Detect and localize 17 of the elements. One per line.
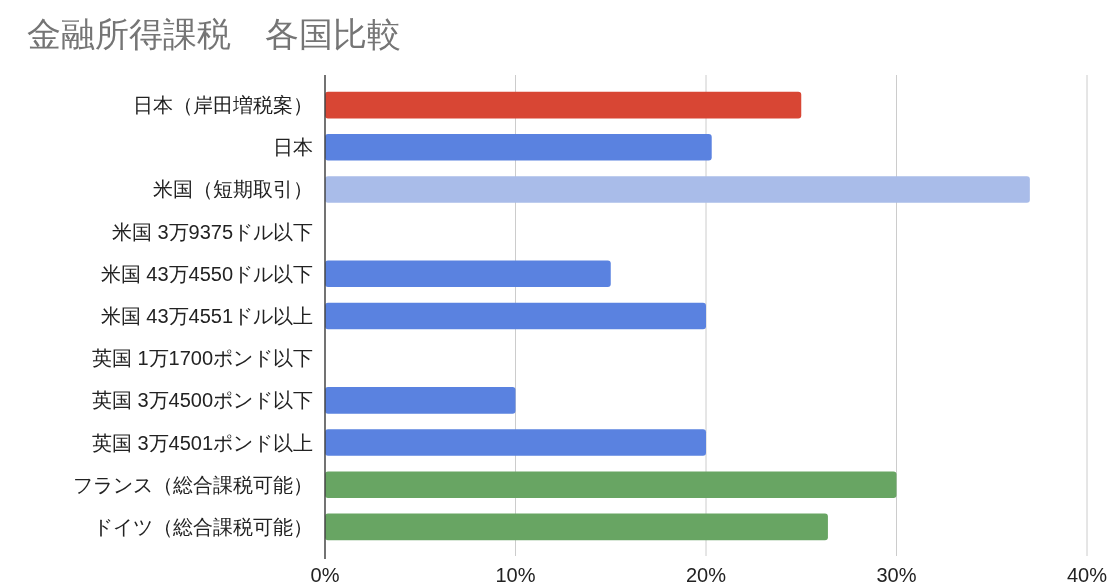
y-tick-label: 米国 3万9375ドル以下 [111, 220, 313, 243]
y-tick-label: 英国 3万4501ポンド以上 [91, 431, 313, 454]
y-tick-label: 日本 [273, 136, 313, 159]
y-tick-label: 米国 43万4550ドル以下 [100, 262, 313, 285]
y-tick-label: 米国 43万4551ドル以上 [100, 305, 313, 327]
x-tick-label: 20% [685, 564, 727, 584]
x-tick-label: 30% [876, 564, 917, 584]
x-tick-label: 40% [1066, 564, 1108, 584]
y-tick-label: 日本（岸田増税案） [133, 94, 313, 117]
y-tick-label: 英国 3万4500ポンド以下 [91, 389, 313, 412]
y-tick-label: ドイツ（総合課税可能） [93, 515, 313, 538]
title: 金融所得課税 各国比較 [27, 15, 401, 53]
y-tick-label: フランス（総合課税可能） [73, 473, 313, 496]
y-tick-label: 米国（短期取引） [153, 178, 313, 201]
x-tick-label: 0% [310, 564, 340, 584]
y-tick-label: 英国 1万1700ポンド以下 [91, 347, 313, 370]
x-tick-label: 10% [495, 564, 536, 584]
